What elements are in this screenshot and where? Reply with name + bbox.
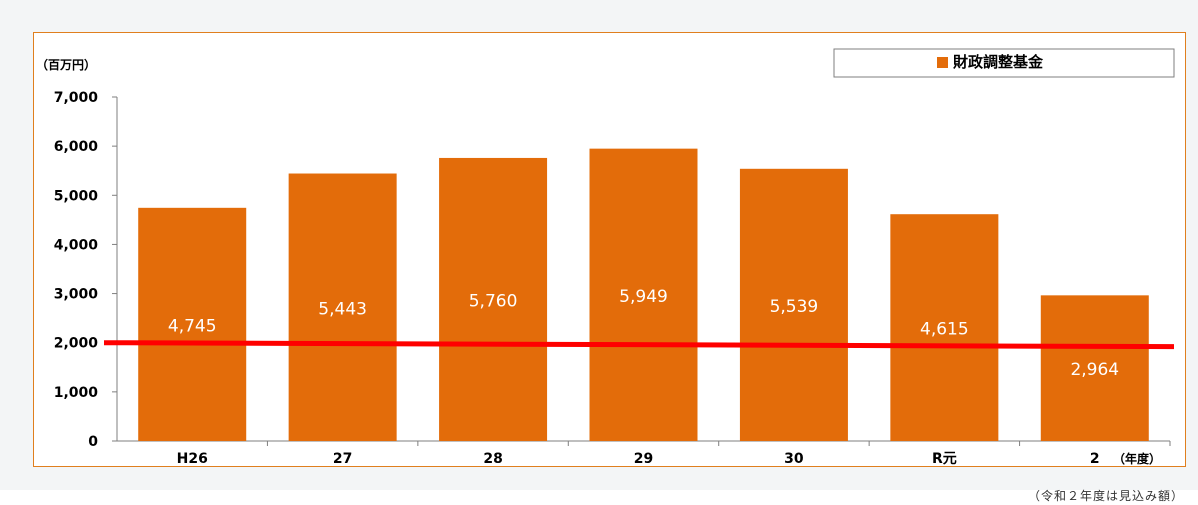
y-unit-label: （百万円） [36,57,96,72]
category-label: 2 [1090,451,1100,467]
y-tick-label: 7,000 [54,90,99,106]
footnote: （令和２年度は見込み額） [1027,489,1184,503]
reference-line [103,340,1175,350]
y-tick-label: 0 [88,434,98,450]
bar [138,207,247,441]
data-label: 5,949 [619,287,668,307]
legend-swatch [937,57,948,68]
bar [288,173,397,441]
data-label: 4,615 [920,320,969,340]
data-label: 5,539 [770,297,819,317]
bar [1040,295,1149,441]
data-label: 5,443 [318,299,367,319]
legend-box [833,48,1175,78]
category-label: 27 [333,451,352,467]
data-label: 5,760 [469,291,518,311]
y-tick-label: 4,000 [54,237,99,253]
data-label: 4,745 [168,316,217,336]
category-label: H26 [177,451,208,467]
y-tick-label: 6,000 [54,139,99,155]
category-label: 30 [784,451,804,467]
y-tick-label: 5,000 [54,188,99,204]
category-label: R元 [932,451,957,467]
bar [439,157,548,442]
bar [890,214,999,441]
bar [739,168,848,441]
y-tick-label: 2,000 [54,336,99,352]
legend-label: 財政調整基金 [952,53,1044,71]
bar [589,148,698,441]
y-tick-label: 3,000 [54,287,99,303]
category-label: 29 [634,451,653,467]
y-tick-label: 1,000 [54,385,99,401]
data-label: 2,964 [1070,360,1119,380]
x-unit-label: （年度） [1113,451,1161,466]
category-label: 28 [483,451,502,467]
